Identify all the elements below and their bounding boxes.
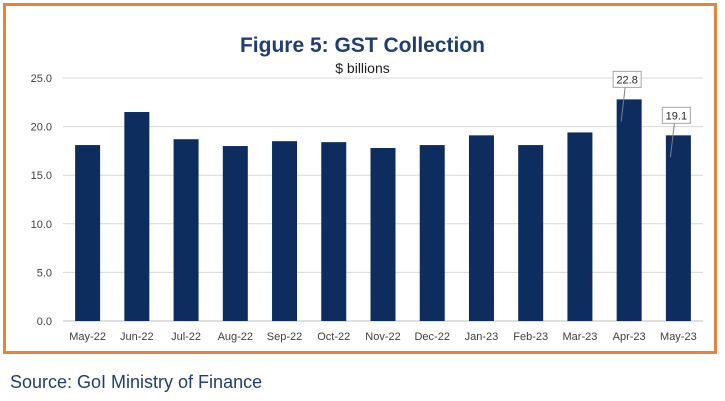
data-label: 22.8 <box>616 74 637 86</box>
x-tick-label: Oct-22 <box>317 331 350 343</box>
y-tick-label: 0.0 <box>37 316 52 328</box>
bar <box>468 135 494 321</box>
chart-subtitle: $ billions <box>335 60 390 76</box>
y-tick-label: 5.0 <box>37 267 52 279</box>
callout-leader <box>620 87 626 122</box>
callout-box <box>661 106 691 124</box>
callout-box <box>612 70 642 88</box>
bar <box>321 142 347 321</box>
x-tick-label: Mar-23 <box>563 331 598 343</box>
y-tick-label: 10.0 <box>31 219 52 231</box>
bar <box>567 132 593 321</box>
bar <box>370 147 396 321</box>
chart-frame <box>3 3 717 354</box>
bar <box>75 145 101 321</box>
bar <box>665 135 691 321</box>
x-tick-label: Jul-22 <box>171 331 201 343</box>
bar <box>173 139 199 321</box>
x-tick-label: Feb-23 <box>513 331 548 343</box>
x-tick-label: Dec-22 <box>414 331 449 343</box>
x-tick-label: Aug-22 <box>218 331 253 343</box>
data-label: 19.1 <box>666 110 687 122</box>
y-tick-label: 15.0 <box>31 170 52 182</box>
x-tick-label: Jun-22 <box>120 331 154 343</box>
source-note: Source: GoI Ministry of Finance <box>10 372 263 392</box>
bar <box>616 99 642 321</box>
bar <box>222 146 248 321</box>
x-tick-label: Jan-23 <box>465 331 499 343</box>
bar <box>124 112 150 322</box>
x-tick-label: Sep-22 <box>267 331 302 343</box>
x-tick-label: Nov-22 <box>365 331 400 343</box>
bar <box>518 145 544 321</box>
y-tick-label: 20.0 <box>31 122 52 134</box>
bar <box>272 141 298 321</box>
y-tick-label: 25.0 <box>31 73 52 85</box>
chart-title: Figure 5: GST Collection <box>239 34 486 57</box>
callout-leader <box>669 123 675 158</box>
x-tick-label: May-22 <box>69 331 106 343</box>
x-tick-label: Apr-23 <box>613 331 646 343</box>
bar <box>419 145 445 321</box>
x-tick-label: May-23 <box>660 331 697 343</box>
